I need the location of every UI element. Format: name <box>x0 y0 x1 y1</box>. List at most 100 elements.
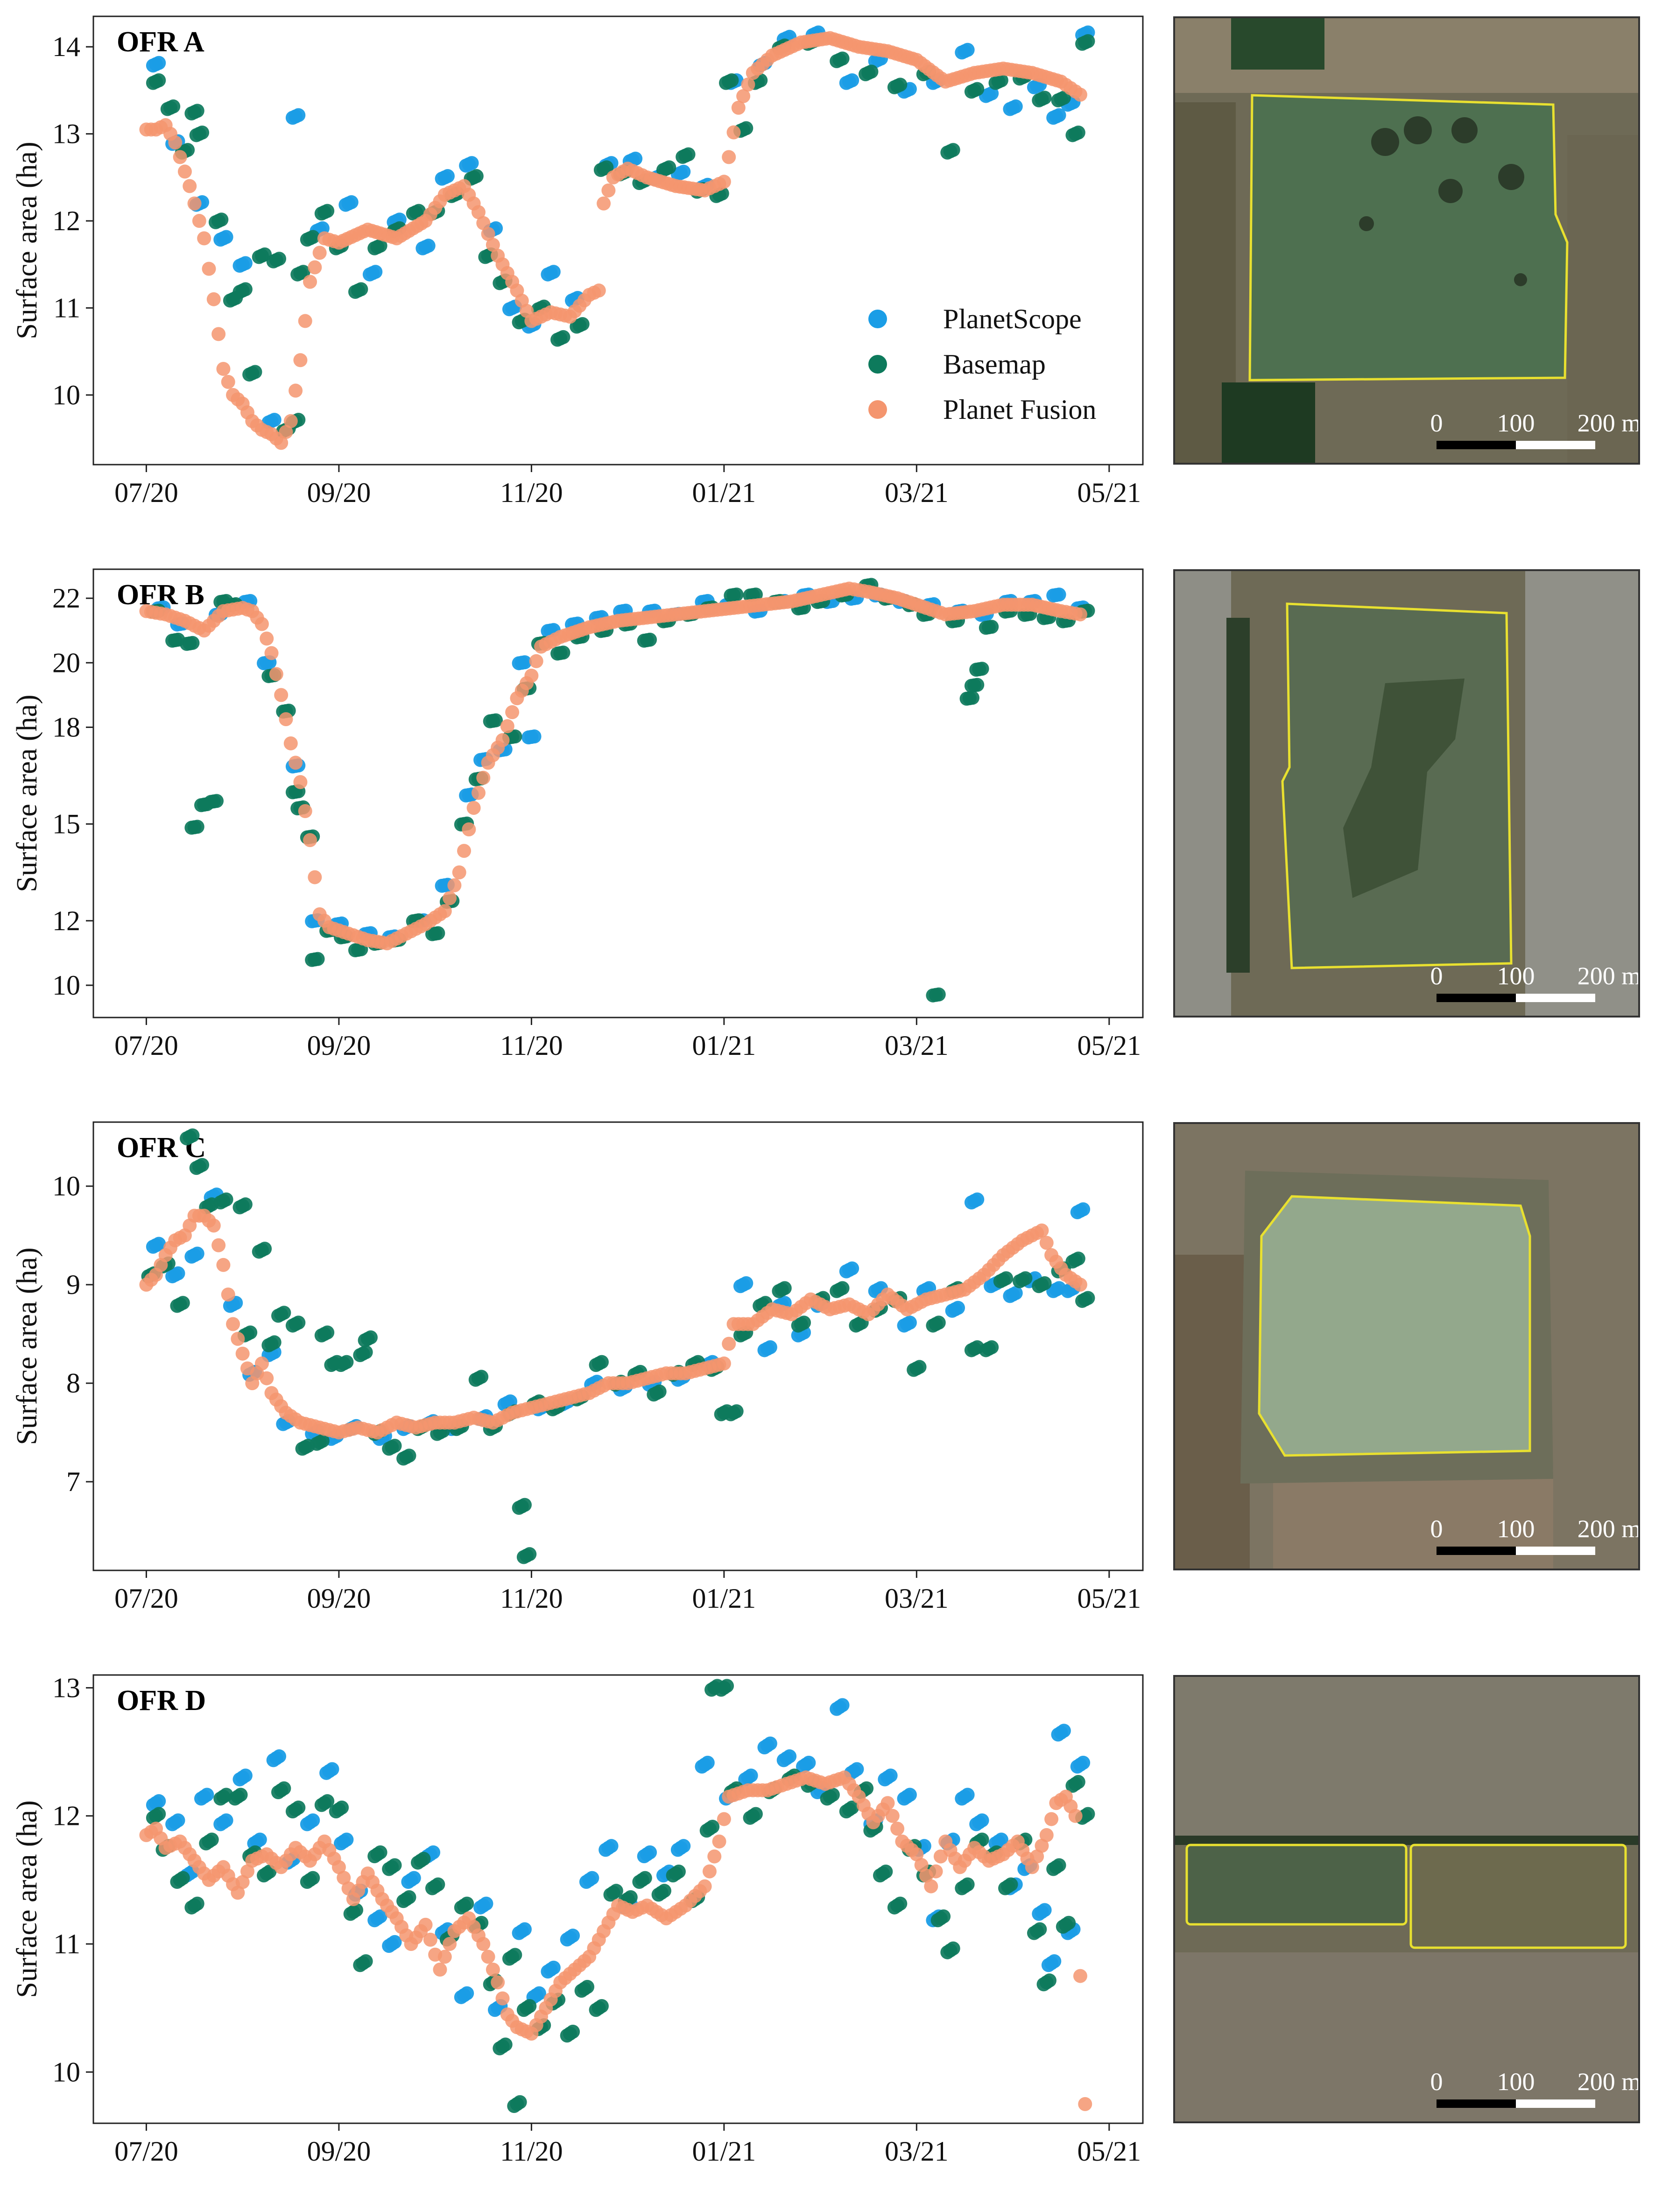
tree-island <box>1451 117 1478 143</box>
satellite-thumbnail-ofr-b: 0 100 200 m <box>1173 569 1640 1018</box>
point-fusion <box>1078 2097 1092 2111</box>
y-tick-label: 12 <box>52 905 80 936</box>
point-fusion <box>495 733 510 748</box>
point-basemap <box>912 1360 927 1374</box>
point-basemap <box>931 987 946 1002</box>
point-planetscope <box>1052 587 1066 602</box>
legend-label-fusion: Planet Fusion <box>943 394 1096 425</box>
point-planetscope <box>676 1839 691 1853</box>
point-fusion <box>177 164 192 179</box>
y-tick-label: 13 <box>52 1672 80 1703</box>
point-planetscope <box>171 1266 185 1280</box>
point-basemap <box>1081 1807 1095 1821</box>
legend-label-planetscope: PlanetScope <box>943 304 1082 334</box>
point-planetscope <box>585 1871 599 1885</box>
y-tick-label: 15 <box>52 809 80 840</box>
point-fusion <box>1073 607 1087 622</box>
point-planetscope <box>739 1276 754 1290</box>
y-tick-label: 12 <box>52 1801 80 1831</box>
point-basemap <box>985 620 999 634</box>
point-basemap <box>657 1884 671 1898</box>
point-basemap <box>556 330 570 344</box>
panel-ofr-a: 07/2009/2011/2001/2103/2105/2107/2110111… <box>0 0 1662 553</box>
point-basemap <box>729 1404 744 1419</box>
point-planetscope <box>532 1986 546 2000</box>
y-axis-title: Surface area (ha) <box>11 694 43 892</box>
panel-ofr-b: 07/2009/2011/2001/2103/2105/2107/2110121… <box>0 553 1662 1106</box>
point-planetscope <box>440 169 455 184</box>
point-basemap <box>335 1800 349 1815</box>
panel-label: OFR D <box>117 1685 206 1717</box>
tree-row <box>1226 618 1250 973</box>
reservoir-water <box>1250 95 1567 380</box>
reservoir-outline <box>1258 1195 1531 1457</box>
point-basemap <box>310 952 325 966</box>
x-tick-label: 01/21 <box>692 477 756 508</box>
point-fusion <box>717 175 731 189</box>
point-basemap <box>508 729 522 744</box>
point-planetscope <box>628 151 643 166</box>
chart-ofr-d: 07/2009/2011/2001/2103/2105/2107/2110111… <box>11 1672 1144 2167</box>
point-fusion <box>486 1962 500 1977</box>
point-planetscope <box>1008 1286 1023 1300</box>
point-fusion <box>741 78 755 92</box>
point-basemap <box>508 1948 522 1962</box>
point-basemap <box>277 1306 291 1320</box>
point-basemap <box>152 73 166 88</box>
point-planetscope <box>219 230 233 244</box>
point-fusion <box>437 1950 452 1964</box>
x-tick-label: 07/20 <box>114 2136 178 2167</box>
point-basemap <box>599 160 614 175</box>
tree-row <box>1175 1836 1638 1845</box>
point-basemap <box>652 1385 667 1399</box>
point-planetscope <box>238 256 253 270</box>
point-basemap <box>498 2037 513 2052</box>
point-planetscope <box>845 73 859 88</box>
legend: PlanetScope Basemap Planet Fusion <box>868 304 1096 425</box>
point-planetscope <box>883 1768 898 1783</box>
point-basemap <box>748 1807 763 1821</box>
legend-label-basemap: Basemap <box>943 349 1046 380</box>
y-tick-label: 22 <box>52 583 80 614</box>
satellite-thumbnail-ofr-a: 0 100 200 m <box>1173 16 1640 465</box>
tree-island <box>1514 273 1527 286</box>
point-planetscope <box>306 1813 320 1828</box>
point-fusion <box>726 125 741 140</box>
point-basemap <box>176 1296 190 1310</box>
plot-frame <box>92 15 1144 466</box>
point-fusion <box>924 1879 938 1894</box>
point-fusion <box>168 135 183 150</box>
point-fusion <box>476 1937 491 1951</box>
panel-label: OFR A <box>117 26 204 58</box>
x-tick-label: 11/20 <box>500 1030 563 1061</box>
point-basemap <box>970 678 985 692</box>
point-planetscope <box>517 1922 532 1936</box>
point-planetscope <box>152 1794 166 1809</box>
point-basemap <box>893 78 908 92</box>
point-basemap <box>233 1788 248 1802</box>
point-basemap <box>204 1832 219 1847</box>
x-tick-label: 09/20 <box>307 2136 371 2167</box>
point-basemap <box>556 645 570 660</box>
point-fusion <box>331 1860 346 1874</box>
point-planetscope <box>152 1237 166 1251</box>
plot-frame <box>92 568 1144 1018</box>
point-planetscope <box>546 265 561 279</box>
point-basemap <box>937 1909 951 1924</box>
point-basemap <box>1052 1858 1066 1873</box>
point-basemap <box>1071 1775 1085 1789</box>
point-fusion <box>260 1371 274 1385</box>
point-fusion <box>481 227 495 241</box>
point-fusion <box>1030 1849 1044 1864</box>
point-basemap <box>1037 1276 1052 1290</box>
scale-bar-black <box>1437 441 1516 449</box>
y-tick-label: 14 <box>52 31 80 62</box>
point-basemap <box>1081 34 1095 49</box>
point-basemap <box>879 1865 893 1879</box>
y-tick-label: 18 <box>52 712 80 742</box>
point-basemap <box>214 212 229 227</box>
point-fusion <box>303 275 317 289</box>
point-fusion <box>457 844 472 858</box>
x-tick-label: 03/21 <box>885 2136 949 2167</box>
scale-bar-label: 100 <box>1497 409 1535 437</box>
